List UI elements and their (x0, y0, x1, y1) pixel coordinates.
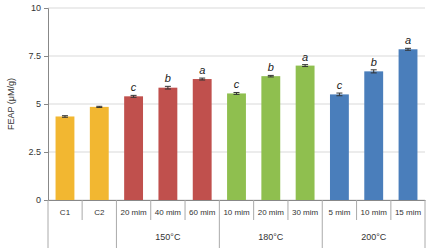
error-bar (336, 93, 342, 96)
error-bar (62, 116, 68, 118)
x-tick: 40 mim (155, 200, 182, 217)
divider (253, 200, 254, 220)
divider (82, 200, 83, 220)
x-tick-label: 20 mim (258, 208, 285, 217)
grid-line (48, 8, 425, 9)
error-bar (199, 78, 205, 80)
annotation: b (268, 61, 274, 73)
divider (287, 200, 288, 220)
group-label: 180°C (258, 232, 284, 242)
y-axis: 0 2.5 5 7.5 10 (28, 3, 48, 205)
bar (158, 88, 177, 200)
x-tick: 30 mim (292, 200, 319, 217)
error-bar (371, 70, 377, 73)
annotation: b (371, 56, 377, 68)
annotation: c (337, 79, 343, 91)
divider (48, 200, 49, 248)
x-axis-line (49, 200, 426, 201)
x-axis: C1 C2 20 mim 40 mim 60 mim 10 mim 20 mim 30 mim… (49, 200, 426, 217)
y-tick-mark (44, 56, 48, 57)
annotation: a (199, 64, 205, 76)
y-tick-label: 7.5 (28, 51, 41, 61)
error-bars (62, 48, 411, 117)
y-tick-label: 5 (36, 99, 41, 109)
grid (48, 8, 425, 200)
grid-line (48, 56, 425, 57)
divider (356, 200, 357, 220)
annotation: a (405, 34, 411, 46)
bar (56, 116, 75, 200)
x-tick-label: 30 mim (292, 208, 319, 217)
x-tick: 10 mim (361, 200, 388, 217)
bar (227, 93, 246, 200)
category-dividers (48, 200, 425, 248)
x-tick: 5 mim (329, 200, 351, 217)
group-labels: 150°C 180°C 200°C (155, 232, 386, 242)
x-tick: 60 mim (189, 200, 216, 217)
x-tick-label: C2 (94, 208, 105, 217)
x-tick: 15 mim (395, 200, 422, 217)
x-tick-label: C1 (60, 208, 71, 217)
error-bar (405, 48, 411, 50)
annotation: b (165, 72, 171, 84)
x-tick-label: 20 mim (120, 208, 147, 217)
error-bar (96, 106, 102, 107)
x-tick: C1 (60, 200, 71, 217)
bars (56, 48, 418, 200)
y-tick: 5 (36, 99, 48, 109)
annotation: c (234, 78, 240, 90)
divider (322, 200, 323, 248)
y-tick-label: 10 (31, 3, 41, 13)
annotation: a (302, 51, 308, 63)
x-tick-label: 15 mim (395, 208, 422, 217)
y-tick-label: 0 (36, 195, 41, 205)
bar (330, 94, 349, 200)
divider (425, 200, 426, 248)
error-bar (165, 86, 171, 89)
x-tick: 10 mim (223, 200, 250, 217)
y-tick-mark (44, 104, 48, 105)
group-label: 200°C (361, 232, 387, 242)
bar (364, 71, 383, 200)
y-tick: 10 (31, 3, 48, 13)
bar (296, 66, 315, 200)
bar (193, 79, 212, 200)
bar (399, 49, 418, 200)
x-tick: 20 mim (120, 200, 147, 217)
bar (261, 76, 280, 200)
chart: 0 2.5 5 7.5 10 c b a c b a c b a C1 C2 20 mim 40 mim 60 mi… (0, 0, 430, 252)
x-tick-label: 5 mim (329, 208, 351, 217)
bar (124, 96, 143, 200)
y-axis-line (44, 9, 49, 201)
x-tick-label: 40 mim (155, 208, 182, 217)
x-tick: 20 mim (258, 200, 285, 217)
error-bar (234, 92, 240, 94)
annotation: c (131, 81, 137, 93)
y-tick: 7.5 (28, 51, 48, 61)
y-axis-title: FEAP (μM/g) (6, 78, 16, 130)
x-tick-label: 10 mim (223, 208, 250, 217)
x-tick-label: 60 mim (189, 208, 216, 217)
error-bar (268, 75, 274, 77)
divider (390, 200, 391, 220)
divider (185, 200, 186, 220)
error-bar (302, 65, 308, 67)
error-bar (131, 95, 137, 97)
y-tick-mark (44, 152, 48, 153)
y-tick: 2.5 (28, 147, 48, 157)
y-tick: 0 (36, 195, 48, 205)
divider (116, 200, 117, 248)
y-tick-mark (44, 200, 48, 201)
y-tick-mark (44, 8, 48, 9)
divider (150, 200, 151, 220)
x-tick-label: 10 mim (361, 208, 388, 217)
bar (90, 107, 109, 200)
annotations: c b a c b a c b a (131, 34, 411, 93)
plot: 0 2.5 5 7.5 10 c b a c b a c b a C1 C2 20 mim 40 mim 60 mi… (28, 3, 425, 248)
divider (219, 200, 220, 248)
x-tick: C2 (94, 200, 105, 217)
y-tick-label: 2.5 (28, 147, 41, 157)
group-label: 150°C (155, 232, 181, 242)
